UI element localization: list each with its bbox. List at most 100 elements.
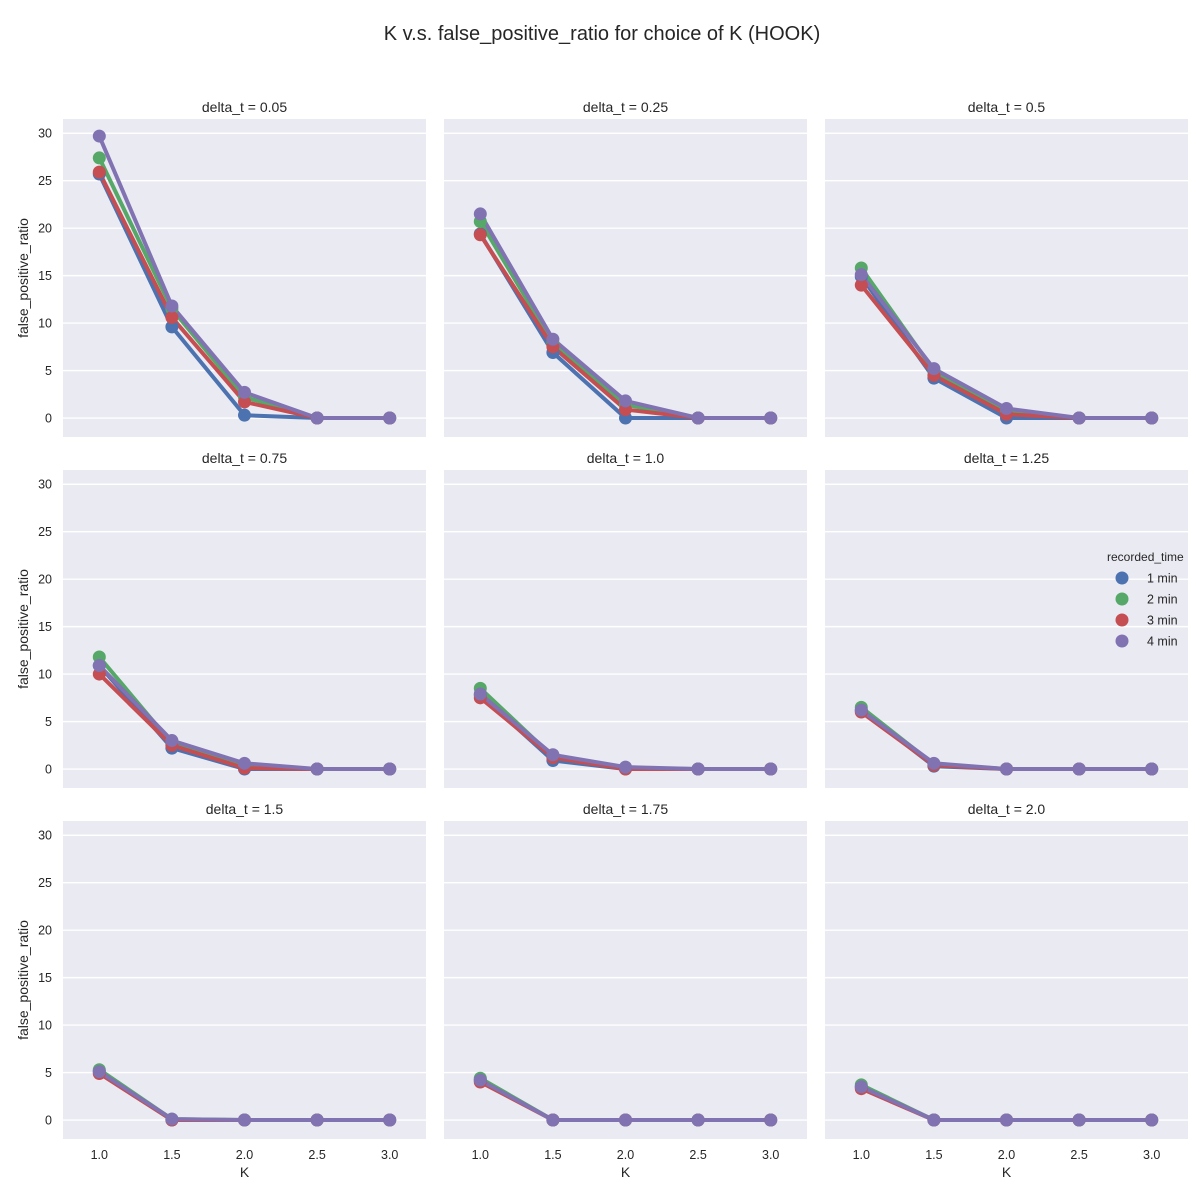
data-point: [927, 1113, 941, 1127]
y-tick-label: 20: [38, 222, 52, 236]
data-point: [764, 411, 778, 425]
y-tick-label: 30: [38, 829, 52, 843]
x-tick-label: 2.0: [998, 1148, 1015, 1162]
x-tick-label: 1.0: [853, 1148, 870, 1162]
data-point: [854, 703, 868, 717]
data-point: [473, 207, 487, 221]
legend-marker: [1115, 571, 1129, 585]
x-tick-label: 1.5: [925, 1148, 942, 1162]
panel-delta-t-1.75: delta_t = 1.75 1.0 1.5 2.0 2.5 3.0 K: [444, 801, 807, 1180]
panel-title: delta_t = 1.75: [583, 801, 668, 817]
x-tick-label: 1.5: [544, 1148, 561, 1162]
data-point: [165, 734, 179, 748]
data-point: [1000, 1113, 1013, 1127]
x-axis-label: K: [621, 1164, 631, 1180]
data-point: [764, 762, 778, 776]
panel-delta-t-0.75: 0 5 10 15 20 25 30 delta_t = 0.75 false_positive…: [15, 450, 426, 788]
data-point: [238, 395, 251, 409]
data-point: [619, 760, 632, 774]
panel-background: [444, 821, 807, 1139]
data-point: [310, 762, 324, 776]
legend-label: 3 min: [1147, 614, 1178, 628]
data-point: [1145, 762, 1159, 776]
y-tick-label: 30: [38, 127, 52, 141]
data-point: [238, 756, 251, 770]
data-point: [1072, 762, 1086, 776]
y-tick-label: 15: [38, 620, 52, 634]
legend-marker: [1115, 592, 1129, 606]
data-point: [92, 659, 106, 673]
panel-delta-t-1.25: delta_t = 1.25: [825, 450, 1188, 788]
panel-delta-t-0.05: 0 5 10 15 20 25 30 delta_t = 0.05 false_positive…: [15, 99, 426, 437]
y-tick-label: 25: [38, 525, 52, 539]
data-point: [473, 228, 487, 242]
data-point: [310, 1113, 324, 1127]
panel-delta-t-0.25: delta_t = 0.25: [444, 99, 807, 437]
x-tick-label: 3.0: [381, 1148, 398, 1162]
x-tick-label: 2.0: [617, 1148, 634, 1162]
x-tick-label: 1.5: [163, 1148, 180, 1162]
panel-background: [825, 470, 1188, 788]
y-tick-label: 20: [38, 924, 52, 938]
x-tick-label: 2.5: [308, 1148, 325, 1162]
data-point: [92, 151, 106, 165]
x-tick-label: 3.0: [1143, 1148, 1160, 1162]
y-tick-label: 25: [38, 876, 52, 890]
panel-title: delta_t = 1.25: [964, 450, 1049, 466]
data-point: [927, 362, 941, 376]
y-tick-label: 10: [38, 668, 52, 682]
panel-background: [63, 119, 426, 437]
y-tick-label: 20: [38, 573, 52, 587]
y-axis-label: false_positive_ratio: [15, 218, 31, 338]
panel-title: delta_t = 0.05: [202, 99, 287, 115]
y-axis-label: false_positive_ratio: [15, 920, 31, 1040]
data-point: [1000, 762, 1013, 776]
y-axis-label: false_positive_ratio: [15, 569, 31, 689]
x-tick-label: 2.5: [1070, 1148, 1087, 1162]
data-point: [238, 1113, 251, 1127]
data-point: [1072, 411, 1086, 425]
panel-background: [63, 470, 426, 788]
x-tick-label: 1.0: [472, 1148, 489, 1162]
x-tick-label: 2.0: [236, 1148, 253, 1162]
data-point: [764, 1113, 778, 1127]
panel-title: delta_t = 0.5: [968, 99, 1046, 115]
data-point: [165, 310, 179, 324]
data-point: [546, 748, 560, 762]
data-point: [691, 762, 705, 776]
data-point: [165, 320, 179, 334]
data-point: [619, 394, 632, 408]
legend-marker: [1115, 613, 1129, 627]
panel-delta-t-1.0: delta_t = 1.0: [444, 450, 807, 788]
x-axis-label: K: [1002, 1164, 1012, 1180]
figure-title: K v.s. false_positive_ratio for choice o…: [384, 23, 820, 45]
y-tick-label: 5: [45, 715, 52, 729]
x-axis-label: K: [240, 1164, 250, 1180]
y-tick-label: 10: [38, 317, 52, 331]
data-point: [1000, 402, 1013, 416]
y-tick-label: 5: [45, 1066, 52, 1080]
panel-background: [825, 119, 1188, 437]
y-tick-label: 15: [38, 971, 52, 985]
y-tick-label: 0: [45, 412, 52, 426]
data-point: [546, 1113, 560, 1127]
x-tick-label: 2.5: [689, 1148, 706, 1162]
data-point: [619, 1113, 632, 1127]
panel-grid: 0 5 10 15 20 25 30 delta_t = 0.05 false_positive…: [15, 99, 1188, 1180]
data-point: [1072, 1113, 1086, 1127]
data-point: [546, 332, 560, 346]
panel-title: delta_t = 0.25: [583, 99, 668, 115]
y-tick-label: 5: [45, 364, 52, 378]
panel-background: [63, 821, 426, 1139]
data-point: [238, 385, 251, 399]
data-point: [92, 165, 106, 179]
panel-title: delta_t = 0.75: [202, 450, 287, 466]
data-point: [92, 1065, 106, 1079]
data-point: [854, 1080, 868, 1094]
legend-label: 4 min: [1147, 635, 1178, 649]
y-tick-label: 10: [38, 1019, 52, 1033]
y-tick-label: 25: [38, 174, 52, 188]
data-point: [383, 1113, 397, 1127]
x-tick-label: 1.0: [91, 1148, 108, 1162]
